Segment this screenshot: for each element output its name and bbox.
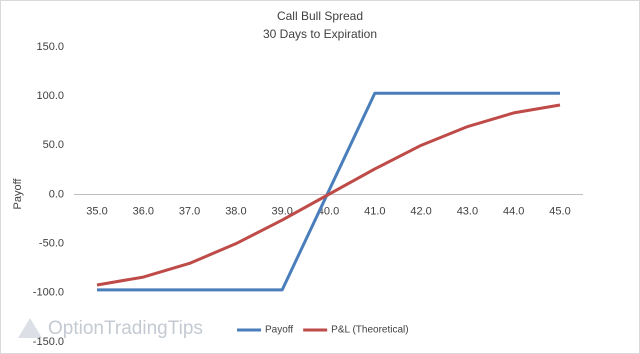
y-tick-label: 50.0 [43, 139, 64, 151]
x-tick-label: 38.0 [225, 205, 246, 217]
y-axis-label: Payoff [12, 178, 24, 210]
x-tick-label: 37.0 [179, 205, 200, 217]
x-tick-label: 36.0 [133, 205, 154, 217]
chart-subtitle: 30 Days to Expiration [263, 27, 377, 41]
legend-label: P&L (Theoretical) [331, 325, 408, 336]
x-tick-label: 43.0 [457, 205, 478, 217]
y-tick-label: 150.0 [36, 41, 64, 53]
chart-title: Call Bull Spread [277, 9, 363, 23]
y-tick-label: 100.0 [36, 90, 64, 102]
y-tick-label: -100.0 [33, 287, 64, 299]
y-tick-label: 0.0 [49, 188, 64, 200]
y-tick-label: -50.0 [39, 238, 64, 250]
watermark-logo [18, 318, 42, 338]
x-tick-label: 44.0 [503, 205, 524, 217]
x-tick-label: 35.0 [86, 205, 107, 217]
legend-label: Payoff [265, 325, 293, 336]
x-tick-label: 40.0 [318, 205, 339, 217]
x-tick-label: 45.0 [549, 205, 570, 217]
x-tick-label: 41.0 [364, 205, 385, 217]
x-tick-label: 42.0 [410, 205, 431, 217]
series-line [96, 103, 561, 287]
watermark: OptionTradingTips [48, 318, 203, 339]
series-line [97, 91, 560, 292]
x-tick-label: 39.0 [271, 205, 292, 217]
y-tick-label: -150.0 [33, 336, 64, 348]
